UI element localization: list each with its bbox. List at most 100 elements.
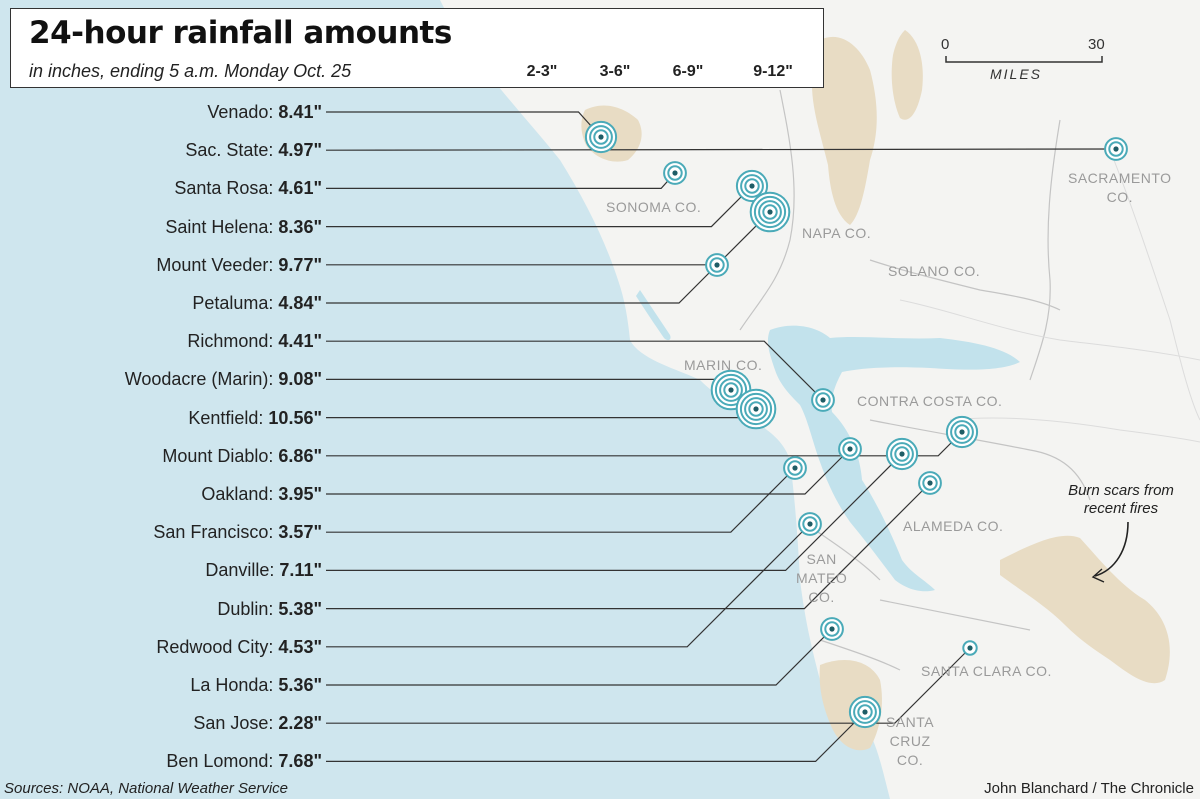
station-marker-danville-icon-dot [899, 451, 905, 457]
station-marker-san-francisco-icon-dot [792, 465, 798, 471]
station-label-santa-rosa: Santa Rosa: 4.61" [174, 178, 322, 198]
burn-scar-lake [891, 30, 923, 120]
station-name: San Jose: [193, 713, 279, 734]
station-value: 2.28" [278, 713, 322, 734]
county-santa-cruz-line1: SANTA [886, 714, 935, 730]
station-value: 9.08" [278, 369, 322, 390]
station-marker-woodacre-marin-icon-dot [728, 387, 734, 393]
station-name: Dublin: [217, 598, 279, 619]
county-santa-cruz-line2: CRUZ [889, 733, 931, 749]
station-name: Richmond: [187, 331, 279, 352]
station-label-petaluma: Petaluma: 4.84" [192, 293, 322, 313]
station-marker-woodacre-marin-icon-ring-1 [723, 382, 739, 398]
station-marker-mount-veeder-icon-ring-2 [758, 200, 782, 224]
station-value: 7.68" [278, 751, 322, 772]
map-subtitle: in inches, ending 5 a.m. Monday Oct. 25 [29, 61, 352, 81]
station-name: Ben Lomond: [166, 751, 279, 772]
burn-scar-arrow [1091, 521, 1129, 583]
station-marker-saint-helena-icon-dot [749, 183, 755, 189]
station-marker-venado-icon-dot [598, 134, 604, 140]
county-marin: MARIN CO. [684, 357, 763, 373]
station-label-oakland: Oakland: 3.95" [201, 484, 322, 504]
county-san-mateo-line1: SAN [806, 551, 837, 567]
station-marker-sac-state-icon [1104, 137, 1128, 161]
station-marker-la-honda-icon-ring-1 [824, 621, 840, 637]
station-marker-ben-lomond-icon [848, 695, 882, 729]
station-value: 4.41" [278, 331, 322, 352]
station-marker-mount-diablo-icon-ring-2 [950, 420, 974, 444]
station-marker-mount-veeder-icon-ring-3 [753, 195, 787, 229]
source-note: Sources: NOAA, National Weather Service [4, 780, 289, 797]
county-solano: SOLANO CO. [888, 263, 981, 279]
station-name: Sac. State: [185, 140, 279, 161]
station-marker-venado-icon [584, 120, 618, 154]
county-sonoma: SONOMA CO. [606, 199, 702, 215]
leader-line-saint-helena [326, 185, 753, 228]
station-value: 4.61" [278, 178, 322, 199]
station-marker-redwood-city-icon-ring-1 [802, 516, 818, 532]
county-santa-clara: SANTA CLARA CO. [921, 663, 1052, 679]
station-marker-mount-veeder-icon-dot [767, 209, 773, 215]
station-marker-dublin-icon [918, 471, 942, 495]
legend-label-6-9: 6-9" [672, 63, 704, 80]
station-marker-santa-rosa-icon-dot [672, 170, 678, 176]
station-marker-venado-icon-ring-1 [593, 129, 609, 145]
leader-line-san-francisco [326, 467, 796, 533]
tomales-bay [636, 290, 671, 341]
station-marker-danville-icon-ring-2 [890, 442, 914, 466]
leader-line-sac-state [325, 148, 1117, 151]
station-name: Petaluma: [192, 293, 279, 313]
leader-line-dublin [326, 482, 931, 610]
county-alameda: ALAMEDA CO. [903, 518, 1004, 534]
station-marker-redwood-city-icon [798, 512, 822, 536]
leader-line-danville [326, 453, 903, 571]
station-marker-dublin-icon-dot [927, 480, 933, 486]
county-contra-costa: CONTRA COSTA CO. [857, 393, 1003, 409]
county-santa-cruz-line3: CO. [896, 752, 924, 768]
station-marker-woodacre-marin-icon-ring-2 [719, 378, 743, 402]
station-value: 4.97" [278, 140, 322, 161]
station-label-mount-diablo: Mount Diablo: 6.86" [162, 446, 322, 466]
station-marker-san-jose-icon-dot [967, 645, 973, 651]
title-box: 24-hour rainfall amounts in inches, endi… [10, 8, 824, 88]
station-marker-oakland-icon-ring-1 [842, 441, 858, 457]
station-marker-kentfield-icon-ring-1 [748, 401, 764, 417]
burn-scar-east [1000, 535, 1170, 684]
station-marker-mount-veeder-icon [749, 191, 791, 233]
station-marker-kentfield-icon-ring-2 [744, 397, 768, 421]
station-value: 6.86" [278, 445, 322, 466]
county-sacramento-line1: SACRAMENTO [1068, 170, 1172, 186]
station-marker-mount-veeder-icon-ring-1 [762, 204, 778, 220]
station-label-saint-helena: Saint Helena: 8.36" [165, 217, 322, 237]
county-santa-cruz: SANTA CRUZ CO. [886, 713, 934, 770]
station-marker-san-jose-icon [962, 640, 978, 656]
county-napa: NAPA CO. [802, 225, 872, 241]
county-boundaries [739, 89, 1091, 671]
legend-label-9-12: 9-12" [753, 63, 793, 80]
leader-line-richmond [326, 340, 824, 401]
station-marker-santa-rosa-icon-ring-1 [667, 165, 683, 181]
station-name: Redwood City: [156, 636, 279, 657]
county-sacramento-line2: CO. [1106, 189, 1133, 205]
station-marker-venado-icon-ring-2 [589, 125, 613, 149]
station-marker-mount-diablo-icon [945, 415, 979, 449]
station-value: 8.36" [278, 216, 322, 237]
station-marker-petaluma-icon-dot [714, 262, 720, 268]
station-label-kentfield: Kentfield: 10.56" [188, 408, 322, 428]
station-value: 5.38" [278, 598, 322, 619]
station-marker-ben-lomond-icon-ring-2 [853, 700, 877, 724]
county-san-mateo-line3: CO. [808, 589, 835, 605]
station-marker-mount-diablo-icon-ring-1 [954, 424, 970, 440]
station-name: Saint Helena: [165, 216, 279, 237]
station-marker-kentfield-icon [735, 388, 777, 430]
station-marker-saint-helena-icon-ring-2 [740, 174, 764, 198]
station-label-san-jose: San Jose: 2.28" [193, 713, 322, 733]
leader-line-oakland [326, 448, 851, 495]
station-marker-santa-rosa-icon [663, 161, 687, 185]
station-marker-redwood-city-icon-dot [807, 521, 813, 527]
station-marker-san-francisco-icon-ring-1 [787, 460, 803, 476]
scale-unit: MILES [990, 66, 1043, 82]
station-value: 3.57" [278, 522, 322, 543]
station-name: Oakland: [201, 484, 279, 504]
